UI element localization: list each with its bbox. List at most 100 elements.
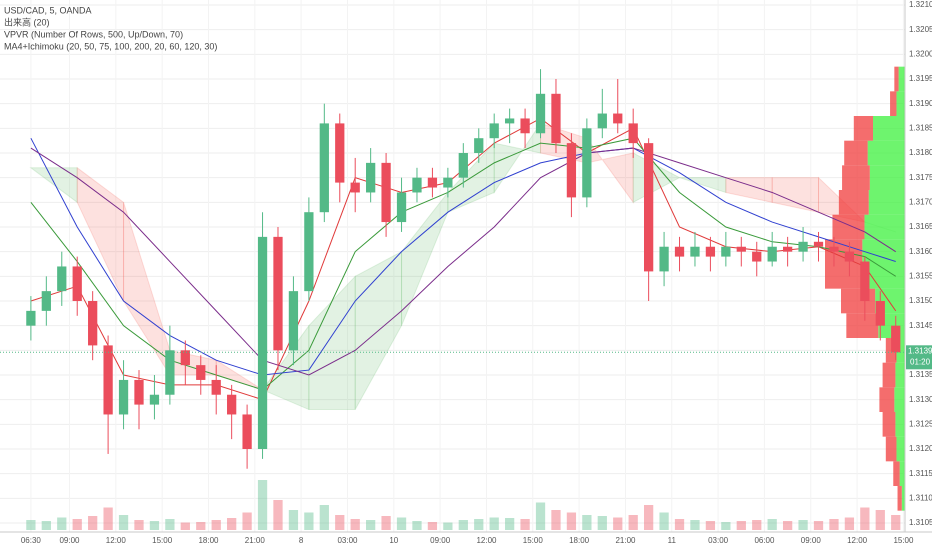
legend-volume: 出来高 (20) — [4, 16, 50, 27]
candle-body — [644, 143, 654, 272]
profile-up — [895, 362, 905, 388]
profile-up — [867, 140, 905, 166]
x-tick-label: 11 — [668, 536, 677, 545]
profile-down — [882, 412, 896, 437]
candle-body — [227, 394, 237, 415]
cloud-segment — [771, 177, 820, 213]
volume-bar — [566, 512, 577, 530]
y-tick-label: 1.32000 — [909, 49, 932, 58]
legend-vpvr: VPVR (Number Of Rows, 500, Up/Down, 70) — [4, 29, 183, 39]
volume-bar — [288, 510, 299, 530]
volume-bar — [782, 521, 793, 530]
cloud-segment — [725, 177, 773, 203]
volume-bar — [613, 517, 623, 530]
candle-body — [134, 379, 144, 405]
x-tick-label: 06:00 — [754, 536, 775, 545]
last-price-tag — [906, 345, 932, 370]
candle-body — [721, 246, 731, 257]
ma-line — [30, 137, 896, 376]
candle-body — [782, 246, 793, 252]
profile-down — [897, 486, 902, 511]
candle-body — [489, 123, 499, 139]
y-tick-label: 1.31050 — [909, 518, 932, 527]
candle-body — [412, 177, 422, 193]
profile-up — [873, 116, 905, 141]
volume-bar — [551, 510, 561, 530]
volume-bar — [582, 515, 592, 530]
volume-bar — [26, 520, 36, 530]
cloud-segment — [76, 166, 125, 302]
y-tick-label: 1.31650 — [909, 222, 932, 231]
y-tick-label: 1.31250 — [909, 419, 932, 428]
candle-body — [798, 241, 808, 252]
volume-bar — [644, 505, 654, 530]
volume-bar — [798, 520, 808, 530]
volume-bar — [690, 520, 700, 530]
volume-bar — [118, 515, 129, 530]
y-tick-label: 1.31850 — [909, 123, 932, 132]
volume-bar — [72, 519, 82, 530]
x-tick-label: 12:00 — [106, 536, 127, 545]
candle-body — [674, 246, 685, 257]
volume-bar — [257, 480, 268, 530]
volume-bar — [829, 519, 839, 530]
x-tick-label: 06:30 — [21, 536, 42, 545]
profile-up — [864, 214, 905, 240]
volume-pane — [26, 480, 901, 530]
volume-bar — [505, 518, 515, 530]
profile-down — [838, 190, 869, 215]
candle-body — [844, 251, 855, 262]
y-tick-label: 1.31900 — [909, 99, 932, 108]
volume-bar — [350, 519, 360, 530]
candle-body — [505, 118, 515, 124]
profile-down — [841, 288, 876, 314]
candle-body — [443, 177, 453, 188]
profile-up — [896, 338, 905, 363]
x-tick-label: 09:00 — [59, 536, 80, 545]
candle-body — [474, 138, 484, 153]
candle-body — [257, 236, 268, 449]
profile-up — [896, 436, 905, 462]
profile-up — [868, 190, 905, 215]
ma-line — [30, 117, 897, 401]
profile-down — [894, 66, 899, 92]
y-tick-label: 1.31450 — [909, 321, 932, 330]
cloud-segment — [29, 167, 78, 204]
candle-body — [41, 291, 51, 311]
profile-up — [896, 91, 905, 116]
candle-body — [582, 128, 592, 198]
profile-down — [890, 91, 897, 116]
volume-bar — [196, 522, 206, 530]
volume-bar — [674, 519, 685, 530]
last-price-label: 1.31396 — [908, 346, 932, 355]
volume-bar — [659, 512, 669, 530]
x-tick-label: 03:00 — [708, 536, 729, 545]
profile-down — [882, 362, 896, 388]
volume-bar — [180, 522, 190, 530]
price-axis-bg — [905, 0, 932, 550]
candle-body — [319, 123, 329, 213]
candle-body — [366, 162, 376, 193]
y-tick-label: 1.32050 — [909, 25, 932, 34]
legend: USD/CAD, 5, OANDA 出来高 (20) VPVR (Number … — [4, 5, 217, 51]
profile-down — [879, 387, 895, 412]
profile-down — [832, 214, 865, 240]
countdown-label: 01:20 — [910, 357, 931, 366]
volume-bar — [227, 518, 237, 530]
candle-body — [242, 414, 252, 449]
candle-body — [551, 93, 561, 144]
volume-bar — [41, 521, 51, 530]
x-tick-label: 21:00 — [245, 536, 266, 545]
volume-bar — [319, 505, 329, 530]
profile-up — [899, 461, 905, 486]
x-tick-label: 15:00 — [152, 536, 173, 545]
candle-body — [57, 266, 67, 292]
x-tick-label: 15:00 — [893, 536, 914, 545]
x-tick-label: 03:00 — [337, 536, 358, 545]
volume-bar — [752, 520, 762, 530]
volume-bar — [427, 522, 438, 530]
candle-body — [335, 123, 345, 183]
candle-body — [88, 301, 98, 346]
candle-body — [427, 177, 438, 188]
